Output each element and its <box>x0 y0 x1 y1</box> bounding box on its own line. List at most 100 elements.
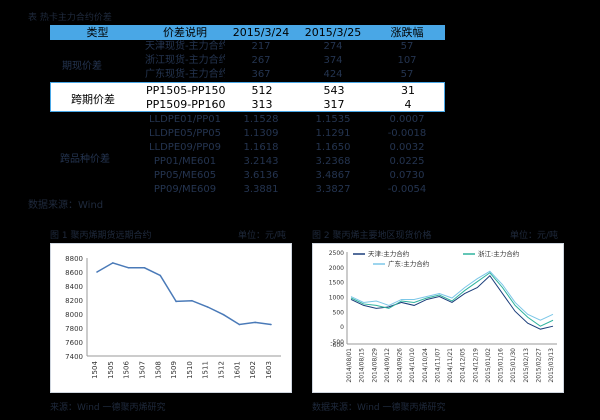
table-source: 数据来源：Wind <box>28 200 104 211</box>
table-row: PP1509-PP1601 313 317 4 <box>51 98 446 111</box>
x-tick-label: 2014/09/26 <box>397 348 404 383</box>
x-tick-label: 2014/12/05 <box>460 348 467 383</box>
x-tick-label: 1509 <box>170 361 178 379</box>
row-change: 0.0225 <box>389 156 425 167</box>
x-tick-label: 2014/11/21 <box>447 348 454 383</box>
header-type: 类型 <box>86 26 109 39</box>
data-point <box>206 306 209 308</box>
table-header: 类型 价差说明 2015/3/24 2015/3/25 涨跌幅 <box>50 25 445 40</box>
x-tick-label: 2015/02/13 <box>523 348 530 383</box>
x-tick-label: 2014/11/07 <box>434 348 441 383</box>
data-point <box>159 274 162 277</box>
row-val1: 1.1309 <box>243 128 279 139</box>
row-desc: LLDPE05/PP05 <box>148 128 222 139</box>
table-row: 广东现货-主力合约 367 424 57 <box>50 68 445 81</box>
x-tick-label: 1601 <box>233 361 241 379</box>
row-val2: 317 <box>323 98 345 111</box>
data-point <box>96 271 98 273</box>
group-label-cross: 跨品种价差 <box>60 154 110 165</box>
x-tick-label: 2014/12/19 <box>472 348 479 383</box>
y-tick-label: 8400 <box>65 283 83 291</box>
x-tick-label: 1504 <box>91 361 99 379</box>
x-tick-label: 2014/08/29 <box>371 348 378 383</box>
x-tick-label: 2014/10/24 <box>422 348 429 383</box>
y-tick-label: -500 <box>330 339 344 346</box>
x-tick-label: 1508 <box>154 361 162 379</box>
data-point <box>143 267 146 269</box>
x-tick-label: 2014/08/01 <box>346 348 353 383</box>
row-change: 4 <box>404 98 412 111</box>
y-tick-label: 8000 <box>65 311 83 319</box>
left-chart-source: 来源：Wind 一德聚丙烯研究 <box>50 403 166 413</box>
x-tick-label: 2014/09/12 <box>384 348 391 383</box>
right-line-chart: -600-500 0 500 1000 1500 2000 2500 2014/08/01 20… <box>329 249 557 383</box>
row-change: -0.0054 <box>387 184 427 195</box>
data-point <box>222 313 225 316</box>
left-chart-box: 7400 7600 7800 8000 8200 8400 8600 8800 1504 1505… <box>50 243 292 393</box>
table-row: PP05/ME605 3.6136 3.4867 0.0730 <box>50 169 445 182</box>
row-change: 107 <box>397 55 417 66</box>
legend-label: 天津:主力合约 <box>368 249 409 258</box>
y-tick-label: 500 <box>333 309 345 316</box>
header-date1: 2015/3/24 <box>232 26 290 39</box>
row-change: 0.0032 <box>389 142 425 153</box>
data-point <box>175 300 177 303</box>
row-val1: 313 <box>251 98 273 111</box>
x-tick-label: 1505 <box>107 361 115 379</box>
row-change: -0.0018 <box>387 128 427 139</box>
y-tick-label: 0 <box>340 324 344 331</box>
left-chart-unit: 单位：元/吨 <box>238 231 287 241</box>
y-tick-label: 1500 <box>329 280 344 287</box>
row-change: 57 <box>400 69 414 80</box>
data-point <box>191 299 193 302</box>
x-tick-label: 1506 <box>123 361 131 379</box>
row-change: 57 <box>400 41 414 52</box>
row-val2: 274 <box>323 41 343 52</box>
x-tick-label: 2015/01/30 <box>510 348 517 383</box>
row-change: 0.0007 <box>389 114 425 125</box>
row-val1: 3.6136 <box>243 170 279 181</box>
right-chart-title: 图 2 聚丙烯主要地区现货价格 <box>312 231 432 241</box>
y-tick-label: 8800 <box>65 255 83 263</box>
y-tick-label: 7400 <box>65 353 83 361</box>
x-tick-label: 2014/08/15 <box>359 348 366 383</box>
row-val1: 1.1528 <box>243 114 279 125</box>
row-desc: 天津现货-主力合约 <box>145 41 225 52</box>
x-tick-label: 1510 <box>186 361 194 379</box>
group-label-spot: 期现价差 <box>62 61 102 72</box>
table-title: 表 热卡主力合约价差 <box>28 13 112 23</box>
y-tick-label: 8200 <box>65 297 83 305</box>
row-val1: 1.1618 <box>243 142 279 153</box>
left-chart-title: 图 1 聚丙烯期货远期合约 <box>50 231 152 241</box>
right-chart-box: -600 -500 0 500 1000 1500 2000 2500 2014/08/01 20… <box>312 243 564 393</box>
header-desc: 价差说明 <box>163 26 207 39</box>
row-val2: 1.1650 <box>315 142 351 153</box>
table-row: LLDPE05/PP05 1.1309 1.1291 -0.0018 <box>50 127 445 140</box>
table-row: 浙江现货-主力合约 267 374 107 <box>50 54 445 67</box>
x-tick-label: 2014/10/10 <box>409 348 416 383</box>
x-tick-label: 2015/01/16 <box>498 348 505 383</box>
right-chart-unit: 单位：元/吨 <box>510 231 559 241</box>
legend-label: 浙江:主力合约 <box>478 249 519 258</box>
table-row: 天津现货-主力合约 217 274 57 <box>50 40 445 53</box>
row-val1: 512 <box>251 84 273 97</box>
table-row: PP09/ME609 3.3881 3.3827 -0.0054 <box>50 183 445 196</box>
group-label-calendar: 跨期价差 <box>71 93 115 106</box>
row-change: 0.0730 <box>389 170 425 181</box>
table-row: PP1505-PP1509 512 543 31 <box>51 84 446 97</box>
data-point <box>270 323 272 326</box>
x-tick-label: 1511 <box>202 361 210 379</box>
x-tick-label: 1512 <box>218 361 226 379</box>
row-desc: PP1509-PP1601 <box>146 98 226 111</box>
row-desc: LLDPE01/PP01 <box>148 114 222 125</box>
row-val2: 1.1291 <box>315 128 351 139</box>
x-tick-label: 1507 <box>138 361 146 379</box>
series-line <box>350 270 554 321</box>
row-val2: 3.2368 <box>315 156 351 167</box>
row-desc: 浙江现货-主力合约 <box>145 55 225 66</box>
header-change: 涨跌幅 <box>390 26 424 39</box>
x-tick-label: 2015/03/13 <box>548 348 555 383</box>
header-date2: 2015/3/25 <box>304 26 362 39</box>
y-tick-label: 7800 <box>65 325 83 333</box>
data-point <box>127 267 130 269</box>
